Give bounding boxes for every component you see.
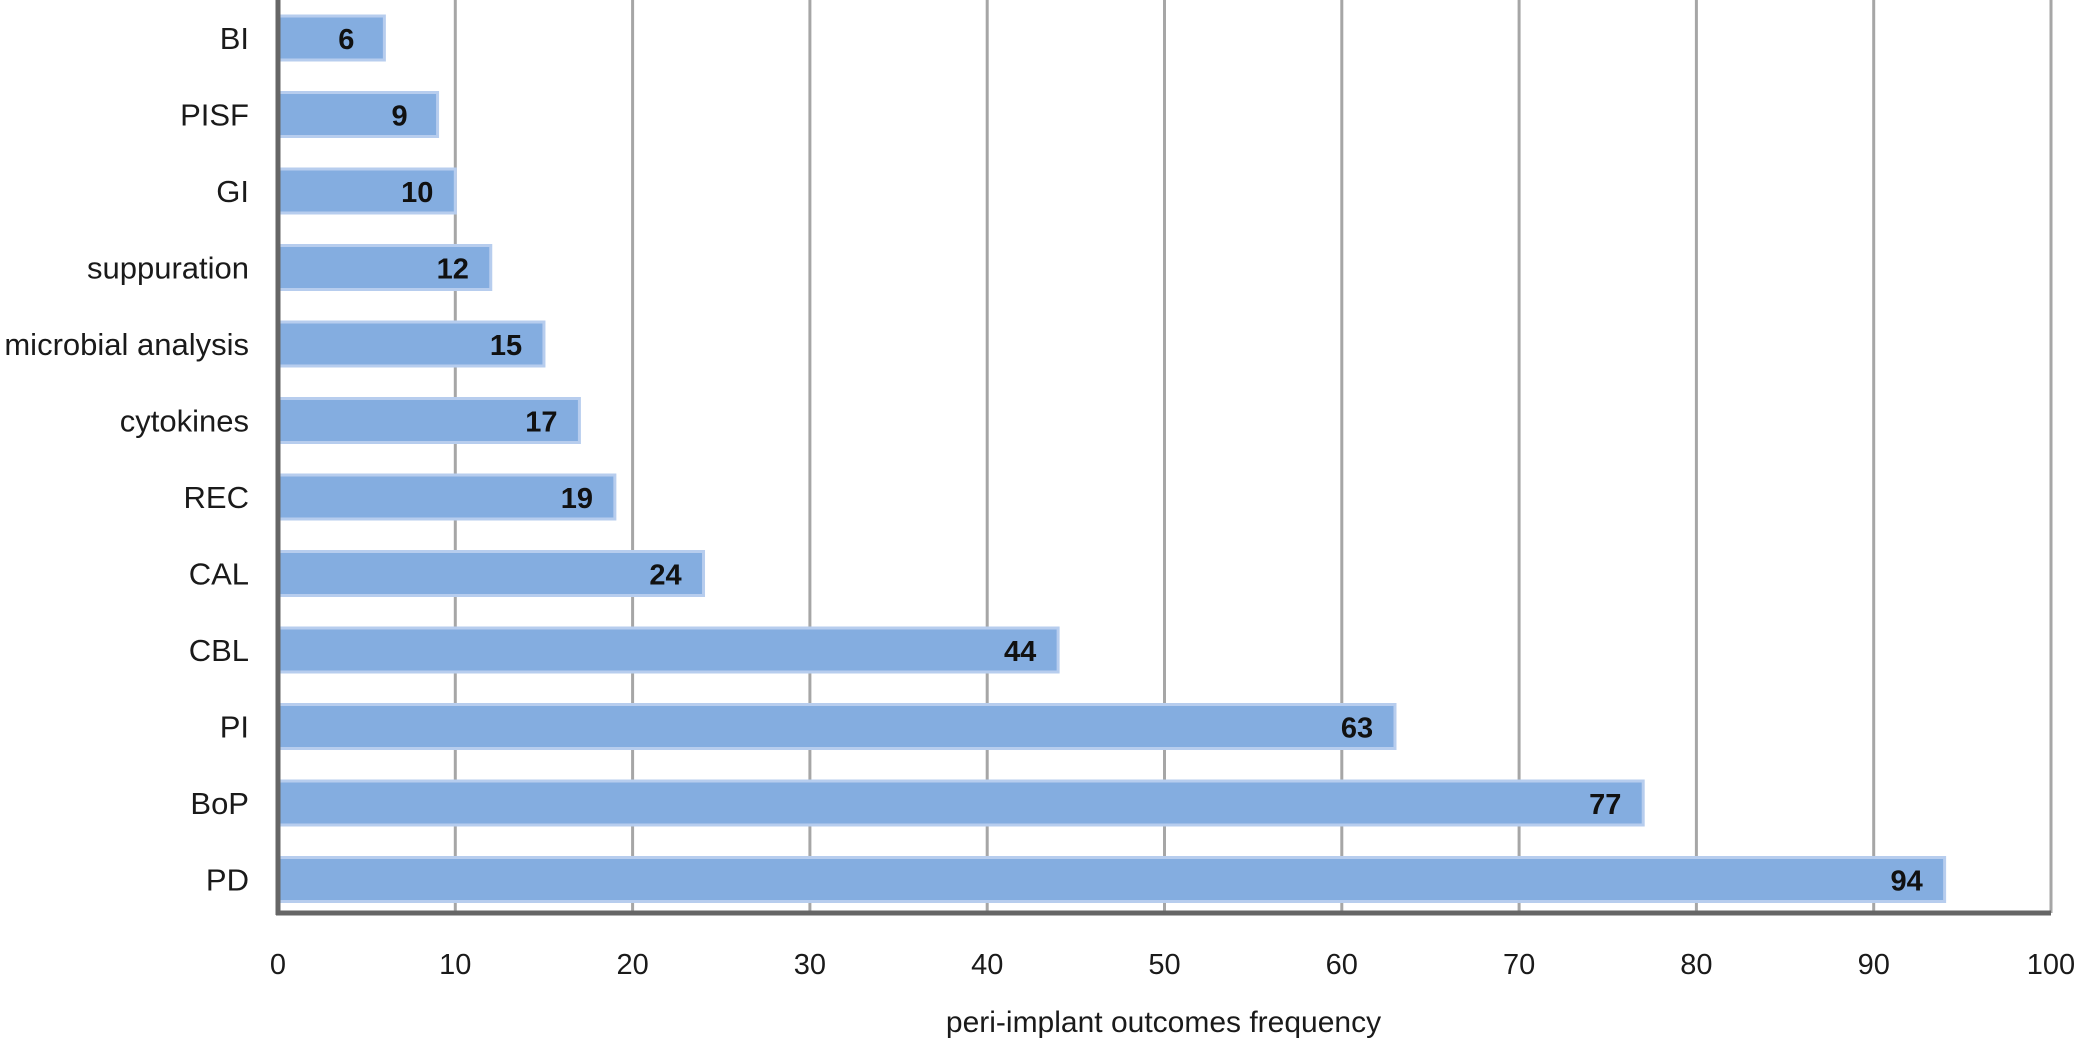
x-tick-label: 20 [616, 949, 648, 981]
x-tick-label: 40 [971, 949, 1003, 981]
category-label: PISF [180, 98, 249, 133]
category-label: CBL [189, 633, 249, 668]
x-tick-labels: 0 10 20 30 40 50 60 70 80 90 100 [270, 949, 2075, 981]
bar [276, 91, 440, 138]
x-tick-label: 50 [1148, 949, 1180, 981]
gridlines [453, 0, 2053, 913]
x-tick-label: 70 [1503, 949, 1535, 981]
bar [276, 703, 1397, 750]
category-label: GI [216, 174, 249, 209]
data-label: 9 [391, 101, 407, 133]
bar [276, 550, 706, 597]
category-label: CAL [189, 557, 249, 592]
axes [275, 0, 2051, 916]
bars [276, 14, 1947, 903]
category-label: PI [220, 710, 249, 745]
x-tick-label: 10 [439, 949, 471, 981]
category-label: REC [184, 480, 249, 515]
x-tick-label: 100 [2027, 949, 2075, 981]
data-label: 94 [1890, 866, 1922, 898]
data-label: 19 [561, 483, 593, 515]
data-label: 6 [338, 24, 354, 56]
x-tick-label: 0 [270, 949, 286, 981]
category-label: suppuration [87, 251, 249, 286]
bar [276, 856, 1947, 903]
category-labels: BI PISF GI suppuration microbial analysis cyt… [4, 21, 249, 898]
bar [276, 14, 386, 62]
data-label: 77 [1589, 789, 1621, 821]
category-label: BI [220, 21, 249, 56]
data-label: 44 [1004, 636, 1036, 668]
category-label: BoP [190, 786, 249, 821]
data-label: 12 [437, 254, 469, 286]
x-tick-label: 90 [1858, 949, 1890, 981]
x-tick-label: 80 [1680, 949, 1712, 981]
bar [276, 626, 1060, 674]
category-label: PD [206, 863, 249, 898]
x-tick-label: 60 [1326, 949, 1358, 981]
x-axis-title: peri-implant outcomes frequency [946, 1006, 1381, 1039]
data-label: 24 [649, 560, 681, 592]
data-label: 10 [401, 177, 433, 209]
data-labels: 6 9 10 12 15 17 19 24 44 63 77 94 [338, 24, 1922, 898]
bar [276, 779, 1645, 827]
category-label: cytokines [120, 404, 249, 439]
x-tick-label: 30 [794, 949, 826, 981]
category-label: microbial analysis [4, 327, 249, 362]
data-label: 63 [1341, 713, 1373, 745]
data-label: 15 [490, 330, 522, 362]
data-label: 17 [525, 407, 557, 439]
bar [276, 167, 457, 215]
